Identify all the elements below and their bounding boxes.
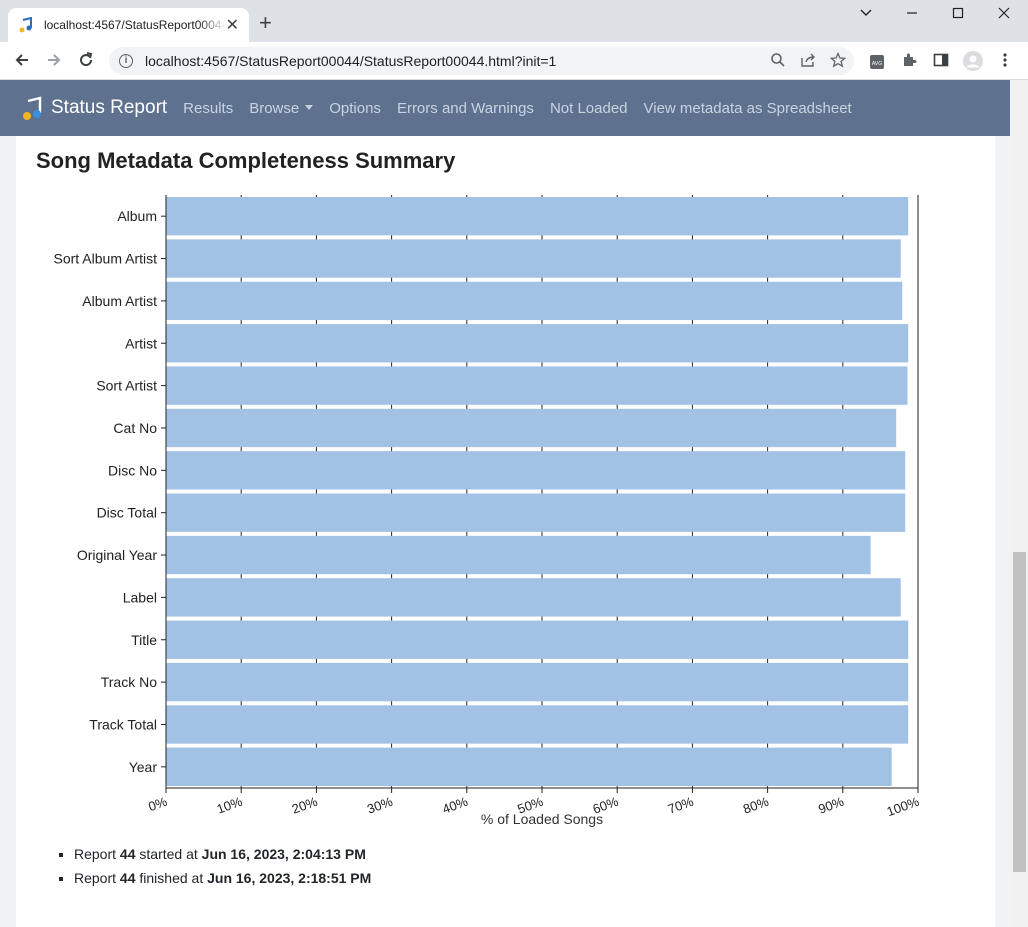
page-gutter-left — [0, 80, 16, 927]
report-timing-list: Report 44 started at Jun 16, 2023, 2:04:… — [74, 846, 371, 894]
y-tick-label: Disc Total — [97, 505, 157, 521]
report-label: Report — [74, 846, 117, 862]
bar — [166, 408, 897, 448]
close-tab-icon[interactable]: ✕ — [225, 17, 239, 34]
report-number: 44 — [119, 846, 136, 862]
brand-title: Status Report — [51, 97, 168, 118]
bar — [166, 324, 909, 363]
y-tick-label: Album Artist — [82, 293, 157, 309]
caret-down-icon — [305, 104, 314, 110]
bar — [166, 747, 892, 786]
y-tick-label: Year — [129, 759, 158, 775]
site-info-icon[interactable]: i — [119, 54, 133, 68]
side-panel-icon[interactable] — [933, 52, 949, 68]
close-window-icon[interactable] — [997, 5, 1011, 23]
x-tick-label: 0% — [146, 794, 169, 815]
navbar-brand[interactable]: Status Report — [20, 95, 167, 121]
page-title: Song Metadata Completeness Summary — [36, 148, 456, 173]
bar — [166, 281, 903, 321]
nav-not-loaded[interactable]: Not Loaded — [549, 99, 628, 117]
nav-results[interactable]: Results — [183, 99, 234, 117]
x-tick-label: 10% — [215, 794, 245, 817]
svg-text:AVG: AVG — [872, 61, 882, 67]
bar — [166, 197, 909, 236]
x-tick-label: 40% — [440, 794, 470, 817]
bar — [166, 705, 909, 744]
profile-avatar-icon[interactable] — [962, 50, 984, 72]
scrollbar-thumb[interactable] — [1013, 552, 1026, 872]
y-tick-label: Sort Album Artist — [54, 251, 158, 267]
x-tick-label: 90% — [816, 794, 846, 817]
finished-label: finished at — [139, 870, 204, 886]
tab-strip: localhost:4567/StatusReport00044 ✕ + — [0, 0, 1028, 42]
y-tick-label: Disc No — [108, 462, 157, 478]
list-item: Report 44 started at Jun 16, 2023, 2:04:… — [74, 846, 371, 862]
music-note-icon — [19, 17, 32, 33]
x-tick-label: 20% — [290, 794, 320, 817]
page-gutter-right — [995, 80, 1011, 927]
avg-extension-icon[interactable]: AVG — [869, 52, 885, 70]
search-icon[interactable] — [770, 52, 786, 68]
x-tick-label: 70% — [666, 794, 696, 817]
y-tick-label: Label — [123, 589, 157, 605]
app-navbar: Status Report Results Browse Options Err… — [0, 80, 1010, 136]
y-tick-label: Album — [117, 208, 157, 224]
music-note-logo-icon — [23, 96, 42, 120]
bar — [166, 239, 901, 278]
x-tick-label: 80% — [741, 794, 771, 817]
y-tick-label: Track No — [101, 674, 157, 690]
nav-options[interactable]: Options — [329, 99, 381, 117]
minimize-icon[interactable] — [905, 5, 919, 23]
tab-search-chevron-icon[interactable] — [859, 5, 873, 23]
bar — [166, 578, 901, 617]
started-label: started at — [139, 846, 198, 862]
browser-toolbar: i localhost:4567/StatusReport00044/Statu… — [0, 42, 1028, 80]
bar — [166, 662, 909, 702]
page-viewport: Status Report Results Browse Options Err… — [0, 80, 1028, 927]
y-tick-label: Title — [131, 632, 157, 648]
y-tick-label: Sort Artist — [96, 378, 157, 394]
bar — [166, 451, 906, 490]
reload-icon[interactable] — [76, 50, 96, 70]
forward-icon[interactable] — [44, 50, 64, 70]
y-tick-label: Track Total — [89, 716, 157, 732]
report-number: 44 — [119, 870, 136, 886]
share-icon[interactable] — [800, 52, 816, 68]
maximize-icon[interactable] — [951, 5, 965, 23]
list-item: Report 44 finished at Jun 16, 2023, 2:18… — [74, 870, 371, 886]
y-tick-label: Original Year — [77, 547, 158, 563]
y-tick-label: Cat No — [113, 420, 157, 436]
bar — [166, 535, 871, 575]
main-content: Song Metadata Completeness Summary Album… — [16, 136, 995, 927]
nav-links: Results Browse Options Errors and Warnin… — [183, 100, 868, 117]
bar — [166, 493, 906, 532]
finished-time: Jun 16, 2023, 2:18:51 PM — [207, 870, 372, 886]
bar — [166, 366, 908, 405]
bookmark-star-icon[interactable] — [830, 52, 846, 68]
nav-view-metadata-spreadsheet[interactable]: View metadata as Spreadsheet — [643, 99, 852, 117]
new-tab-icon[interactable]: + — [259, 10, 272, 35]
x-tick-label: 30% — [365, 794, 395, 817]
report-label: Report — [74, 870, 117, 886]
address-bar[interactable]: i localhost:4567/StatusReport00044/Statu… — [109, 47, 854, 75]
x-axis-title: % of Loaded Songs — [481, 811, 603, 827]
y-tick-label: Artist — [125, 335, 157, 351]
menu-kebab-icon[interactable] — [1000, 52, 1010, 68]
nav-errors-warnings[interactable]: Errors and Warnings — [396, 99, 534, 117]
extensions-puzzle-icon[interactable] — [901, 52, 917, 68]
tab-title: localhost:4567/StatusReport00044 — [43, 18, 226, 32]
url-text: localhost:4567/StatusReport00044/StatusR… — [145, 53, 557, 69]
started-time: Jun 16, 2023, 2:04:13 PM — [201, 846, 366, 862]
x-tick-label: 100% — [885, 794, 922, 820]
bar — [166, 620, 909, 659]
back-icon[interactable] — [12, 50, 32, 70]
nav-browse-dropdown[interactable]: Browse — [249, 99, 314, 117]
completeness-bar-chart: Album Sort Album Artist Album Artist Artist… — [54, 195, 922, 827]
nav-browse-label: Browse — [249, 99, 300, 117]
browser-tab[interactable]: localhost:4567/StatusReport00044 ✕ — [8, 8, 249, 42]
vertical-scrollbar[interactable] — [1011, 80, 1028, 927]
